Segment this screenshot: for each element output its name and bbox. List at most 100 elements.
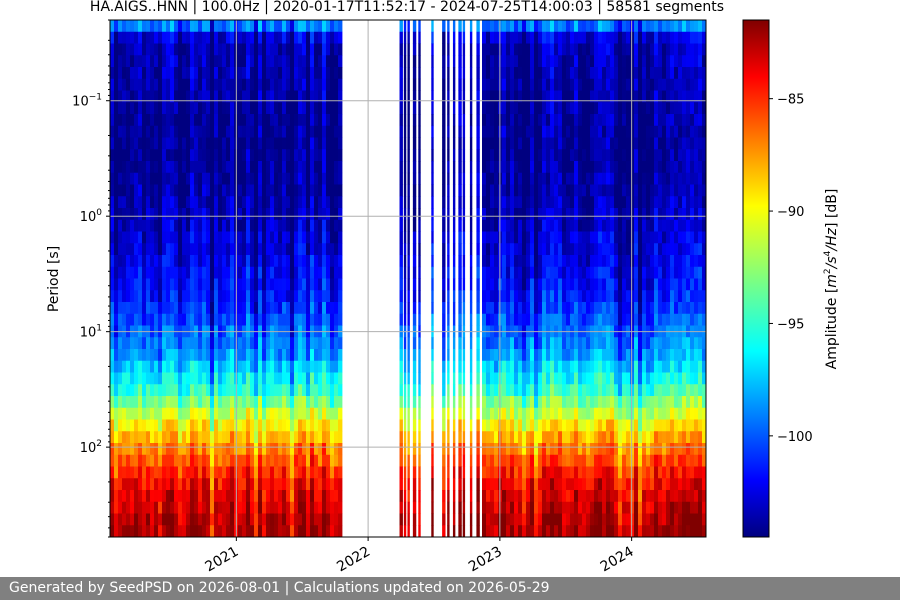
spectrogram-cell <box>274 31 279 44</box>
spectrogram-cell <box>166 90 171 103</box>
spectrogram-cell <box>134 149 139 162</box>
spectrogram-cell <box>526 184 531 197</box>
spectrogram-cell <box>642 184 647 197</box>
spectrogram-cell <box>630 360 635 373</box>
spectrogram-cell <box>490 90 495 103</box>
spectrogram-cell <box>118 302 123 315</box>
spectrogram-cell <box>490 419 495 432</box>
spectrogram-cell <box>166 490 171 503</box>
spectrogram-cell <box>206 443 211 456</box>
spectrogram-cell <box>162 78 167 91</box>
spectrogram-cell <box>574 196 579 209</box>
spectrogram-cell <box>506 278 511 291</box>
spectrogram-cell <box>578 67 583 80</box>
spectrogram-cell <box>482 255 487 268</box>
spectrogram-cell <box>218 243 223 256</box>
spectrogram-cell <box>502 255 507 268</box>
spectrogram-cell <box>590 290 595 303</box>
spectrogram-cell <box>646 478 651 491</box>
spectrogram-cell <box>330 114 335 127</box>
spectrogram-cell <box>322 525 327 537</box>
spectrogram-cell <box>226 196 231 209</box>
spectrogram-cell <box>530 102 535 115</box>
spectrogram-cell <box>486 349 491 362</box>
spectrogram-cell <box>142 419 147 432</box>
spectrogram-cell <box>610 443 615 456</box>
spectrogram-cell <box>158 384 163 397</box>
spectrogram-cell <box>322 266 327 279</box>
spectrogram-column <box>282 20 287 537</box>
spectrogram-cell <box>330 290 335 303</box>
spectrogram-cell <box>622 125 627 138</box>
spectrogram-cell <box>482 349 487 362</box>
spectrogram-cell <box>118 114 123 127</box>
spectrogram-cell <box>662 454 667 467</box>
spectrogram-cell <box>182 196 187 209</box>
spectrogram-cell <box>238 67 243 80</box>
spectrogram-cell <box>166 501 171 514</box>
spectrogram-cell <box>678 454 683 467</box>
spectrogram-cell <box>610 219 615 232</box>
spectrogram-cell <box>546 172 551 185</box>
spectrogram-cell <box>630 313 635 326</box>
spectrogram-cell <box>630 43 635 56</box>
spectrogram-cell <box>654 513 659 526</box>
spectrogram-cell <box>558 478 563 491</box>
spectrogram-cell <box>554 525 559 537</box>
spectrogram-cell <box>486 466 491 479</box>
spectrogram-cell <box>294 67 299 80</box>
spectrogram-cell <box>250 525 255 537</box>
spectrogram-cell <box>214 255 219 268</box>
spectrogram-cell <box>582 90 587 103</box>
spectrogram-cell <box>202 384 207 397</box>
spectrogram-column <box>238 20 243 537</box>
spectrogram-cell <box>606 278 611 291</box>
spectrogram-cell <box>654 313 659 326</box>
spectrogram-cell <box>114 255 119 268</box>
spectrogram-cell <box>270 396 275 409</box>
spectrogram-cell <box>338 20 343 33</box>
spectrogram-cell <box>618 149 623 162</box>
spectrogram-cell <box>630 137 635 150</box>
spectrogram-cell <box>118 196 123 209</box>
spectrogram-cell <box>182 478 187 491</box>
spectrogram-cell <box>678 67 683 80</box>
spectrogram-cell <box>554 149 559 162</box>
spectrogram-cell <box>534 196 539 209</box>
spectrogram-cell <box>330 102 335 115</box>
spectrogram-cell <box>674 490 679 503</box>
spectrogram-cell <box>646 102 651 115</box>
spectrogram-cell <box>582 114 587 127</box>
spectrogram-cell <box>682 290 687 303</box>
spectrogram-cell <box>646 360 651 373</box>
spectrogram-cell <box>314 513 319 526</box>
spectrogram-cell <box>638 302 643 315</box>
spectrogram-cell <box>678 478 683 491</box>
spectrogram-cell <box>502 443 507 456</box>
spectrogram-cell <box>586 290 591 303</box>
spectrogram-cell <box>690 31 695 44</box>
spectrogram-cell <box>682 125 687 138</box>
spectrogram-cell <box>626 219 631 232</box>
spectrogram-cell <box>690 67 695 80</box>
spectrogram-cell <box>634 161 639 174</box>
spectrogram-cell <box>522 337 527 350</box>
spectrogram-cell <box>582 102 587 115</box>
spectrogram-cell <box>510 396 515 409</box>
spectrogram-cell <box>310 208 315 221</box>
spectrogram-cell <box>494 78 499 91</box>
spectrogram-cell <box>282 384 287 397</box>
spectrogram-cell <box>126 231 131 244</box>
spectrogram-cell <box>190 184 195 197</box>
spectrogram-cell <box>310 501 315 514</box>
spectrogram-cell <box>182 67 187 80</box>
spectrogram-cell <box>518 407 523 420</box>
spectrogram-cell <box>638 149 643 162</box>
spectrogram-cell <box>630 302 635 315</box>
spectrogram-cell <box>182 407 187 420</box>
spectrogram-cell <box>218 407 223 420</box>
spectrogram-cell <box>638 513 643 526</box>
spectrogram-cell <box>254 278 259 291</box>
spectrogram-cell <box>542 78 547 91</box>
spectrogram-cell <box>622 490 627 503</box>
